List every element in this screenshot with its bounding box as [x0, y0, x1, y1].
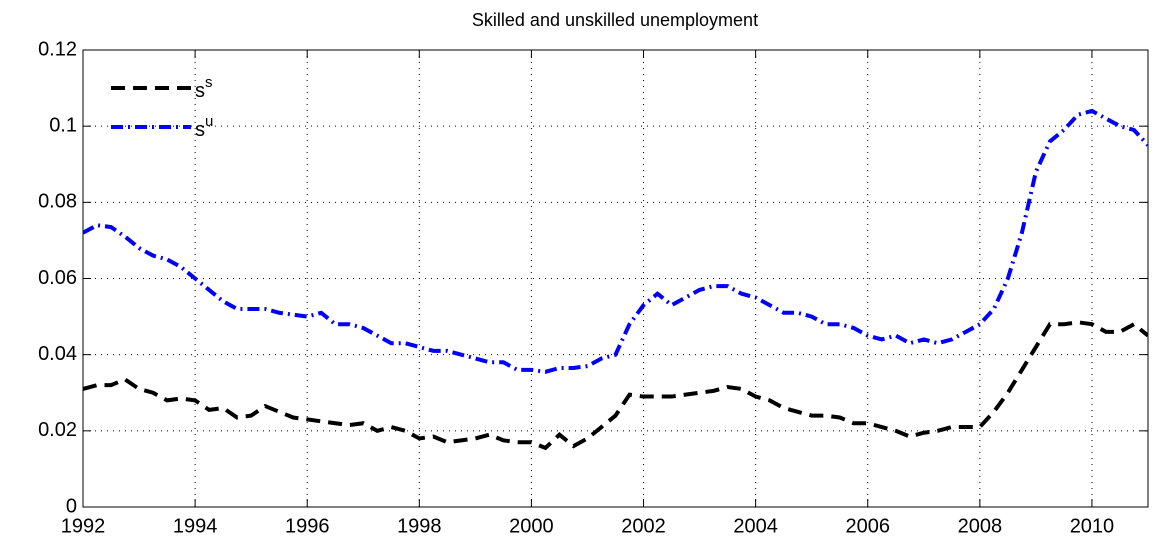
y-tick-label: 0.02	[38, 419, 77, 441]
legend-label: su	[195, 113, 213, 141]
y-tick-label: 0	[66, 495, 77, 517]
y-tick-label: 0.06	[38, 267, 77, 289]
x-tick-label: 2004	[733, 515, 778, 537]
x-tick-label: 2008	[958, 515, 1003, 537]
chart-title: Skilled and unskilled unemployment	[472, 10, 758, 30]
x-tick-label: 2006	[845, 515, 890, 537]
x-tick-label: 2000	[509, 515, 554, 537]
series-line	[83, 108, 1148, 374]
x-tick-label: 2002	[621, 515, 666, 537]
x-tick-label: 1992	[61, 515, 106, 537]
y-tick-label: 0.04	[38, 343, 77, 365]
x-tick-label: 1994	[173, 515, 218, 537]
y-tick-label: 0.12	[38, 38, 77, 60]
y-tick-label: 0.1	[49, 114, 77, 136]
x-tick-label: 1996	[285, 515, 330, 537]
plot-frame	[82, 49, 1149, 508]
legend-label: ss	[195, 74, 213, 102]
y-tick-label: 0.08	[38, 191, 77, 213]
x-tick-label: 2010	[1070, 515, 1115, 537]
series-line	[83, 320, 1148, 451]
x-tick-label: 1998	[397, 515, 442, 537]
